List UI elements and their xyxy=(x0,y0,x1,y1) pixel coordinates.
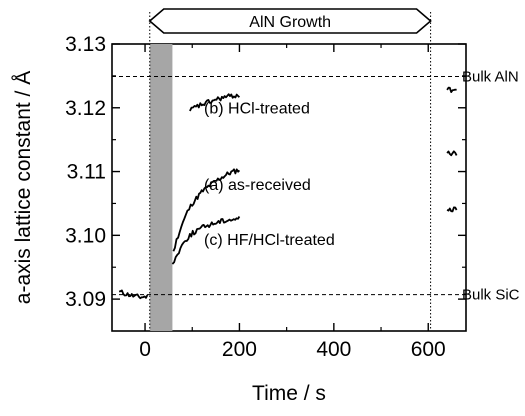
growth-bracket-label: AlN Growth xyxy=(249,14,331,31)
x-tick-label: 0 xyxy=(139,338,151,361)
reference-label: Bulk SiC xyxy=(462,287,520,304)
y-tick-label: 3.10 xyxy=(65,224,106,247)
x-tick-label: 400 xyxy=(316,338,351,361)
y-axis-title: a-axis lattice constant / Å xyxy=(12,71,35,304)
y-tick-label: 3.11 xyxy=(67,161,106,184)
growth-bracket xyxy=(148,8,432,34)
series-line xyxy=(118,150,458,300)
plot-area xyxy=(111,8,467,332)
x-axis-title: Time / s xyxy=(252,382,326,405)
chart-marks xyxy=(118,86,458,300)
y-tick-label: 3.12 xyxy=(65,97,106,120)
plot-frame xyxy=(111,43,467,332)
reference-label: Bulk AlN xyxy=(462,69,519,86)
chart-texts: Bulk AlN Bulk SiC AlN Growth 0 200 400 600 3.09… xyxy=(12,14,520,405)
x-tick-label: 200 xyxy=(222,338,257,361)
x-tick-label: 600 xyxy=(411,338,446,361)
series-line xyxy=(189,86,457,112)
series-line xyxy=(171,206,458,265)
y-tick-label: 3.13 xyxy=(65,33,106,56)
y-tick-label: 3.09 xyxy=(65,288,106,311)
shaded-region xyxy=(149,44,173,331)
series-label: (c) HF/HCl-treated xyxy=(204,232,335,249)
series-label: (b) HCl-treated xyxy=(204,101,310,118)
series-label: (a) as-received xyxy=(204,177,311,194)
